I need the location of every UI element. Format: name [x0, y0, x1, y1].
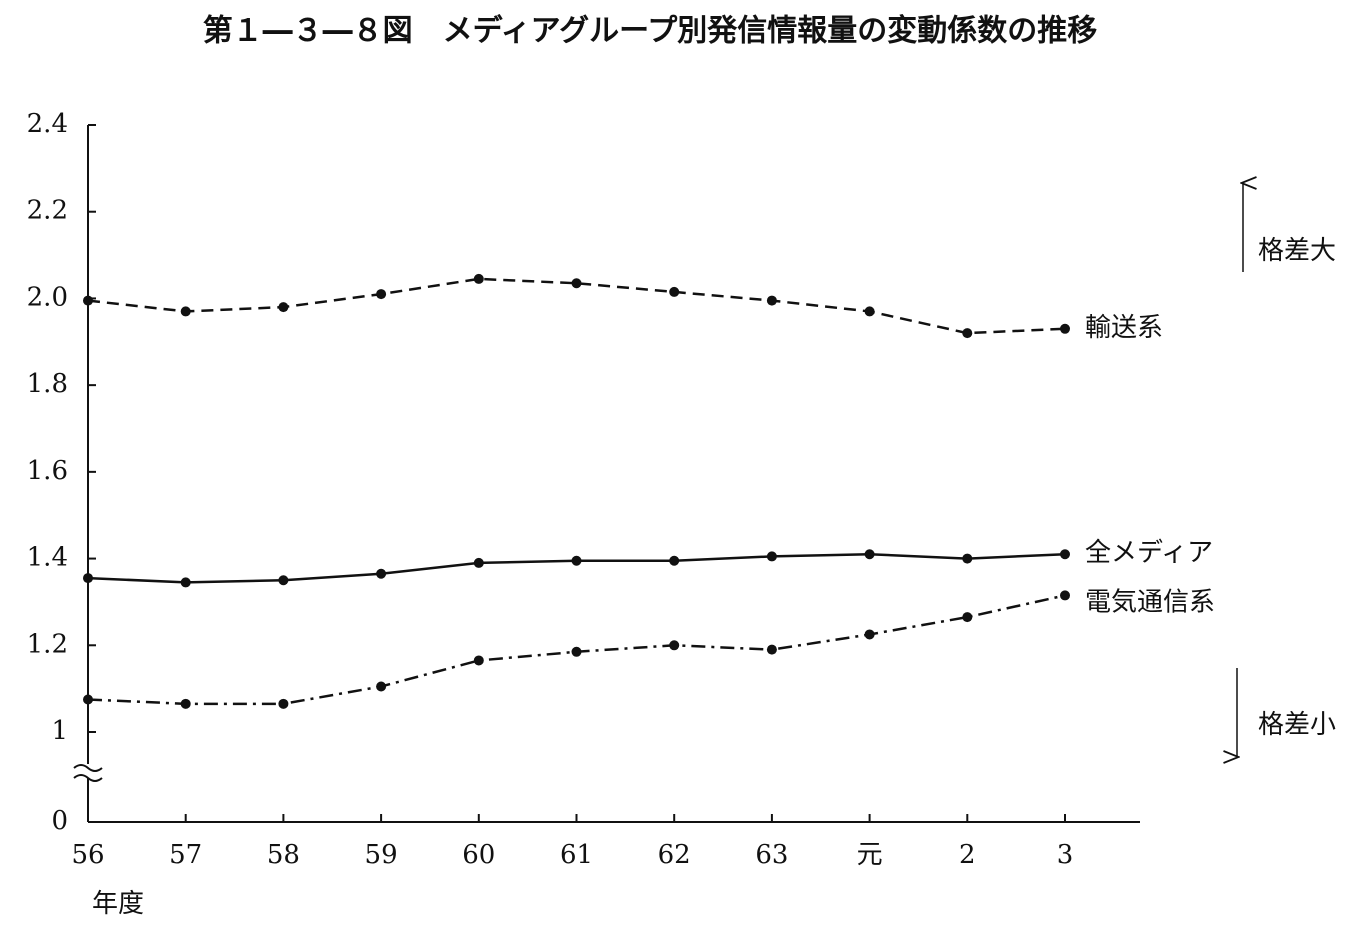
- data-point: [473, 557, 484, 568]
- data-point: [376, 568, 387, 579]
- y-tick-label: 1.8: [27, 369, 68, 399]
- data-point: [864, 306, 875, 317]
- series-label: 輸送系: [1085, 313, 1163, 343]
- data-point: [864, 549, 875, 560]
- data-point: [962, 328, 973, 339]
- data-point: [83, 573, 93, 584]
- chart-title: 第１―３―８図 メディアグループ別発信情報量の変動係数の推移: [203, 14, 1098, 49]
- y-tick-label: 1: [51, 716, 68, 746]
- data-point: [376, 681, 387, 692]
- y-tick-label: 1.2: [27, 629, 68, 659]
- y-tick-label: 2.2: [27, 196, 68, 226]
- x-tick-label: 60: [462, 840, 495, 870]
- data-point: [766, 551, 777, 562]
- data-point: [962, 612, 973, 623]
- x-tick-label: 61: [560, 840, 593, 870]
- data-point: [1060, 549, 1070, 560]
- data-point: [180, 306, 191, 317]
- x-tick-label: 56: [71, 840, 104, 870]
- data-point: [669, 640, 680, 651]
- data-point: [766, 295, 777, 306]
- x-tick-label: 62: [658, 840, 691, 870]
- data-point: [180, 698, 191, 709]
- x-tick-label: 59: [365, 840, 398, 870]
- annotation: 格差大: [1258, 236, 1336, 266]
- x-tick-label: 57: [169, 840, 202, 870]
- data-point: [1060, 323, 1070, 334]
- data-point: [376, 289, 387, 300]
- axis-break: [73, 764, 103, 782]
- x-tick-label: 58: [267, 840, 300, 870]
- data-point: [571, 555, 582, 566]
- data-point: [473, 273, 484, 284]
- x-tick-label: 3: [1057, 840, 1074, 870]
- data-point: [962, 553, 973, 564]
- data-point: [473, 655, 484, 666]
- data-point: [278, 575, 289, 586]
- y-tick-label: 2.4: [27, 109, 68, 139]
- data-point: [83, 295, 93, 306]
- x-axis-label: 年度: [92, 889, 144, 919]
- series-label: 電気通信系: [1085, 587, 1215, 617]
- series-label: 全メディア: [1085, 538, 1213, 568]
- data-point: [766, 644, 777, 655]
- data-point: [571, 278, 582, 289]
- y-tick-label: 0: [51, 806, 68, 836]
- data-point: [180, 577, 191, 588]
- y-tick-label: 2.0: [27, 282, 68, 312]
- data-point: [278, 302, 289, 313]
- data-point: [864, 629, 875, 640]
- x-tick-label: 63: [755, 840, 788, 870]
- data-point: [669, 555, 680, 566]
- data-point: [1060, 590, 1070, 601]
- annotation: 格差小: [1258, 710, 1336, 740]
- data-point: [83, 694, 93, 705]
- data-point: [669, 286, 680, 297]
- y-tick-label: 1.6: [27, 456, 68, 486]
- series-line: [87, 277, 1066, 335]
- x-tick-label: 2: [959, 840, 976, 870]
- x-tick-label: 元: [857, 840, 883, 870]
- data-point: [571, 646, 582, 657]
- data-point: [278, 698, 289, 709]
- y-tick-label: 1.4: [27, 543, 68, 573]
